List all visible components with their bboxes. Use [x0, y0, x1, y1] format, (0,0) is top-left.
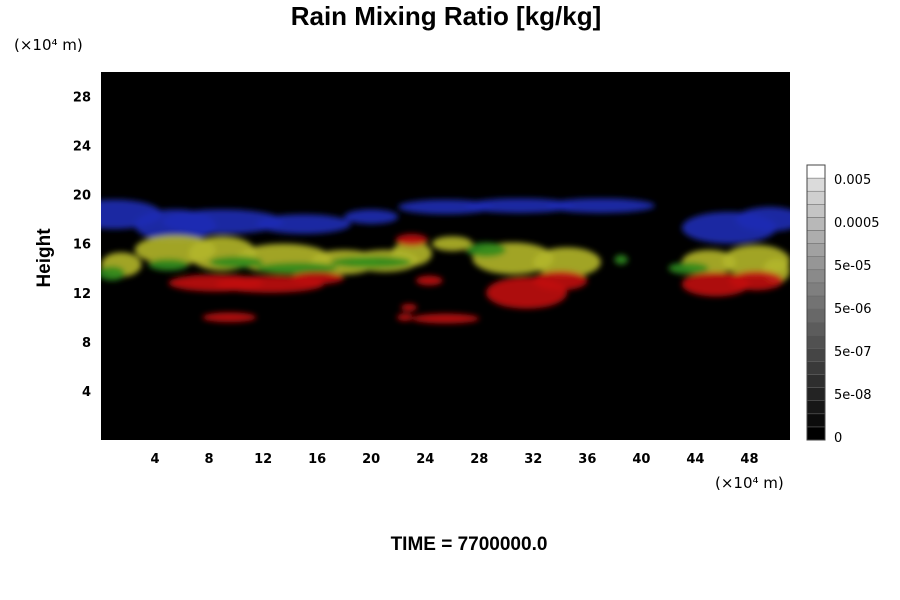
x-tick-label: 8 — [205, 452, 214, 467]
colorbar-segment — [806, 361, 826, 375]
colorbar-label: 5e-05 — [834, 259, 872, 274]
colorbar-segment — [806, 230, 826, 244]
feature-blob — [256, 262, 338, 275]
colorbar-segment — [806, 348, 826, 362]
feature-blob — [465, 242, 507, 258]
colorbar-segment — [806, 400, 826, 415]
colorbar-segment — [806, 164, 826, 179]
feature-blob — [431, 236, 473, 252]
feature-blob — [729, 270, 784, 291]
colorbar-label: 5e-07 — [834, 345, 872, 360]
x-tick-label: 12 — [254, 452, 272, 467]
feature-blob — [101, 265, 126, 281]
y-tick-label: 20 — [73, 189, 91, 204]
feature-blob — [465, 198, 574, 214]
x-tick-label: 24 — [416, 452, 434, 467]
colorbar-label: 0.005 — [834, 173, 871, 188]
colorbar-segment — [806, 190, 826, 205]
x-tick-label: 28 — [470, 452, 488, 467]
colorbar-segment — [806, 374, 826, 388]
colorbar-segment — [806, 269, 826, 284]
colorbar-label: 5e-08 — [834, 388, 872, 403]
colorbar-segment — [806, 243, 826, 257]
feature-blob — [396, 313, 414, 322]
x-axis-ticks: 4 8 12 16 20 24 28 32 36 40 44 48 — [151, 452, 759, 467]
colorbar-label: 0.0005 — [834, 216, 880, 231]
x-tick-label: 32 — [524, 452, 542, 467]
x-tick-label: 48 — [740, 452, 758, 467]
feature-blob — [614, 254, 628, 265]
colorbar-segment — [806, 282, 826, 297]
precipitation-features — [101, 198, 790, 324]
feature-blob — [400, 303, 418, 312]
feature-blob — [148, 258, 189, 271]
x-tick-label: 16 — [308, 452, 326, 467]
colorbar-frame — [806, 164, 826, 441]
feature-blob — [395, 233, 428, 247]
colorbar-label: 5e-06 — [834, 302, 872, 317]
y-tick-label: 16 — [73, 238, 91, 253]
feature-blob — [161, 209, 284, 234]
feature-blob — [411, 313, 480, 324]
colorbar: 0.005 0.0005 5e-05 5e-06 5e-07 5e-08 0 — [806, 164, 880, 446]
feature-blob — [546, 198, 655, 214]
colorbar-segment — [806, 413, 826, 428]
colorbar-segment — [806, 334, 826, 349]
x-tick-label: 40 — [632, 452, 650, 467]
feature-blob — [290, 271, 345, 285]
y-axis-label: Height — [34, 228, 55, 288]
x-tick-label: 36 — [578, 452, 596, 467]
colorbar-segment — [806, 217, 826, 231]
colorbar-segment — [806, 256, 826, 271]
chart-title: Rain Mixing Ratio [kg/kg] — [291, 1, 602, 31]
x-axis-unit: (×10⁴ m) — [715, 474, 784, 492]
feature-blob — [533, 270, 588, 291]
x-tick-label: 4 — [151, 452, 160, 467]
feature-blob — [415, 275, 443, 286]
feature-blob — [330, 256, 412, 269]
y-tick-label: 4 — [82, 385, 91, 400]
colorbar-segment — [806, 426, 826, 441]
feature-blob — [735, 206, 790, 232]
feature-blob — [202, 312, 257, 323]
colorbar-segment — [806, 321, 826, 336]
y-tick-label: 24 — [73, 140, 91, 155]
y-axis-unit: (×10⁴ m) — [14, 36, 83, 54]
y-axis-ticks: 4 8 12 16 20 24 28 — [73, 91, 91, 400]
time-label: TIME = 7700000.0 — [391, 534, 548, 555]
colorbar-segment — [806, 295, 826, 310]
feature-blob — [668, 262, 709, 275]
colorbar-segment — [806, 204, 826, 218]
y-tick-label: 12 — [73, 287, 91, 302]
x-tick-label: 44 — [686, 452, 704, 467]
y-tick-label: 8 — [82, 336, 91, 351]
y-tick-label: 28 — [73, 91, 91, 106]
feature-blob — [256, 214, 351, 234]
feature-blob — [344, 209, 399, 225]
x-tick-label: 20 — [362, 452, 380, 467]
feature-blob — [533, 247, 601, 277]
colorbar-segment — [806, 308, 826, 323]
colorbar-segment — [806, 177, 826, 192]
colorbar-segment — [806, 387, 826, 401]
colorbar-label: 0 — [834, 431, 842, 446]
feature-blob — [209, 256, 264, 269]
